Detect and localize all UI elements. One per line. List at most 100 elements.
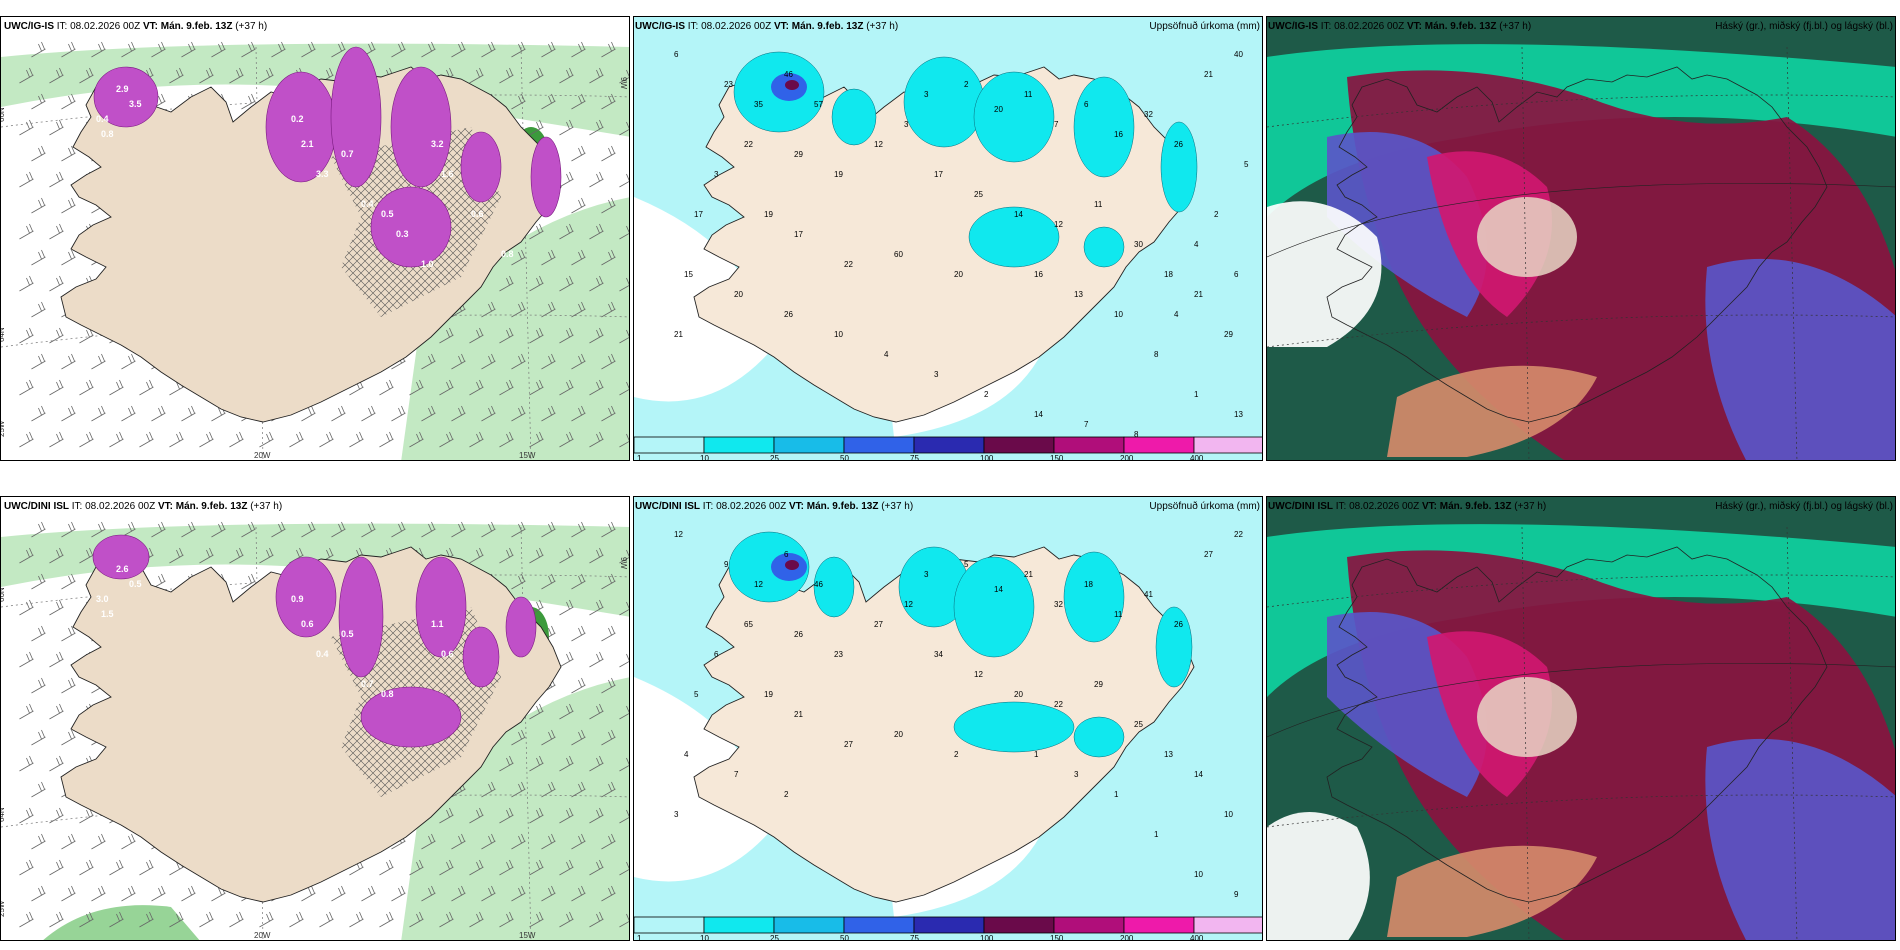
wind-barb [49,67,64,84]
wind-barb [451,521,466,538]
wind-barb [151,405,166,422]
wind-barb [391,41,406,58]
light-precip-areas [1,523,629,940]
wind-barb [121,41,136,58]
precip-value: 3.3 [316,169,329,179]
colorbar-cell [703,436,775,454]
init-time: IT: 08.02.2026 00Z [687,21,772,32]
precip-value: 1 [1034,750,1039,759]
wind-barb [19,379,34,396]
colorbar-label: 1 [637,934,642,941]
wind-barb [361,521,376,538]
precip-value: 5 [694,690,699,699]
wind-barb [511,729,526,746]
colorbar-cell [1053,916,1125,934]
wind-barb [349,431,364,448]
wind-barb [571,249,586,266]
wind-barb [421,885,436,902]
precip-value: 6 [674,50,679,59]
colorbar-label: 400 [1190,454,1204,461]
wind-barb [619,913,629,928]
wind-barb [589,703,604,720]
lead-time: (+37 h) [881,501,914,512]
wind-barb [499,379,514,396]
precip-value: 32 [1144,110,1153,119]
lon-label-15w: 15W [519,931,536,940]
wind-barb [181,885,196,902]
precip-value: 10 [1224,810,1233,819]
wind-barb [109,859,124,876]
precip-value: 23 [724,80,733,89]
precip-value: 1 [1194,390,1199,399]
colorbar-label: 25 [770,934,779,941]
lat-line-66n [1267,94,1895,128]
precip-value: 0.4 [316,649,329,659]
wind-barb [499,431,514,448]
wind-barb [241,573,256,590]
wind-barb [241,41,256,58]
precip-value: 41 [1144,590,1153,599]
precip-value: 17 [794,230,803,239]
precip-value: 16 [1114,130,1123,139]
wind-barb [379,431,394,448]
precip-value: 2.6 [116,564,129,574]
wind-barb [31,729,46,746]
lon-label-15w: 15W [519,451,536,460]
wind-barb [469,327,484,344]
wind-barb [499,547,514,564]
precip-band-north [1,523,629,617]
precip-value: 60 [894,250,903,259]
colorbar-cell [913,436,985,454]
wind-barb [391,885,406,902]
wind-barb [31,885,46,902]
wind-barb [49,703,64,720]
wind-barb [91,41,106,58]
wind-barb [559,119,574,136]
wind-barb [511,781,526,798]
precip-cell [415,556,467,658]
wind-barb [331,521,346,538]
wind-barb [199,431,214,448]
wind-barb [559,651,574,668]
wind-barb [589,275,604,292]
wind-barb [19,67,34,84]
wind-barb [91,885,106,902]
precip-value: 29 [794,150,803,159]
colorbar-label: 10 [700,454,709,461]
wind-barb [601,405,616,422]
wind-barb [151,41,166,58]
precip-value: 4 [1194,240,1199,249]
precip-cell [953,701,1075,753]
precip-value: 1.6 [441,169,454,179]
wind-barb [199,911,214,928]
wind-barb [541,781,556,798]
panel-r1c3-clouds: UWC/IG-IS IT: 08.02.2026 00Z VT: Mán. 9.… [1266,16,1896,461]
precip-value: 20 [994,105,1003,114]
wind-barb [19,431,34,448]
model-name: UWC/IG-IS [4,21,54,32]
wind-barb [19,807,34,824]
wind-barb [589,171,604,188]
wind-barb [571,145,586,162]
wind-barb [529,67,544,84]
wind-barb [619,549,629,564]
wind-barb [361,885,376,902]
precip-value-labels: 6233546572229191233220117616322621401725… [674,50,1249,439]
precip-value: 13 [1234,410,1243,419]
precip-value: 35 [754,100,763,109]
precip-value: 21 [1024,570,1033,579]
wind-barb [571,405,586,422]
colorbar-cell [634,916,705,934]
map-wind-svg-r2: 2.60.51.53.0 0.90.60.40.50.70.81.10.666N6… [1,497,629,940]
precip-value: 0.9 [291,594,304,604]
precip-value: 3 [924,90,929,99]
precip-value: 2.1 [301,139,314,149]
wind-barb [481,405,496,422]
model-name: UWC/IG-IS [635,21,685,32]
precip-value: 6 [714,650,719,659]
precip-value: 57 [814,100,823,109]
init-time: IT: 08.02.2026 00Z [71,501,156,512]
wind-barb [619,381,629,396]
init-time: IT: 08.02.2026 00Z [1320,21,1405,32]
valid-time: VT: Mán. 9.feb. 13Z [773,21,864,32]
